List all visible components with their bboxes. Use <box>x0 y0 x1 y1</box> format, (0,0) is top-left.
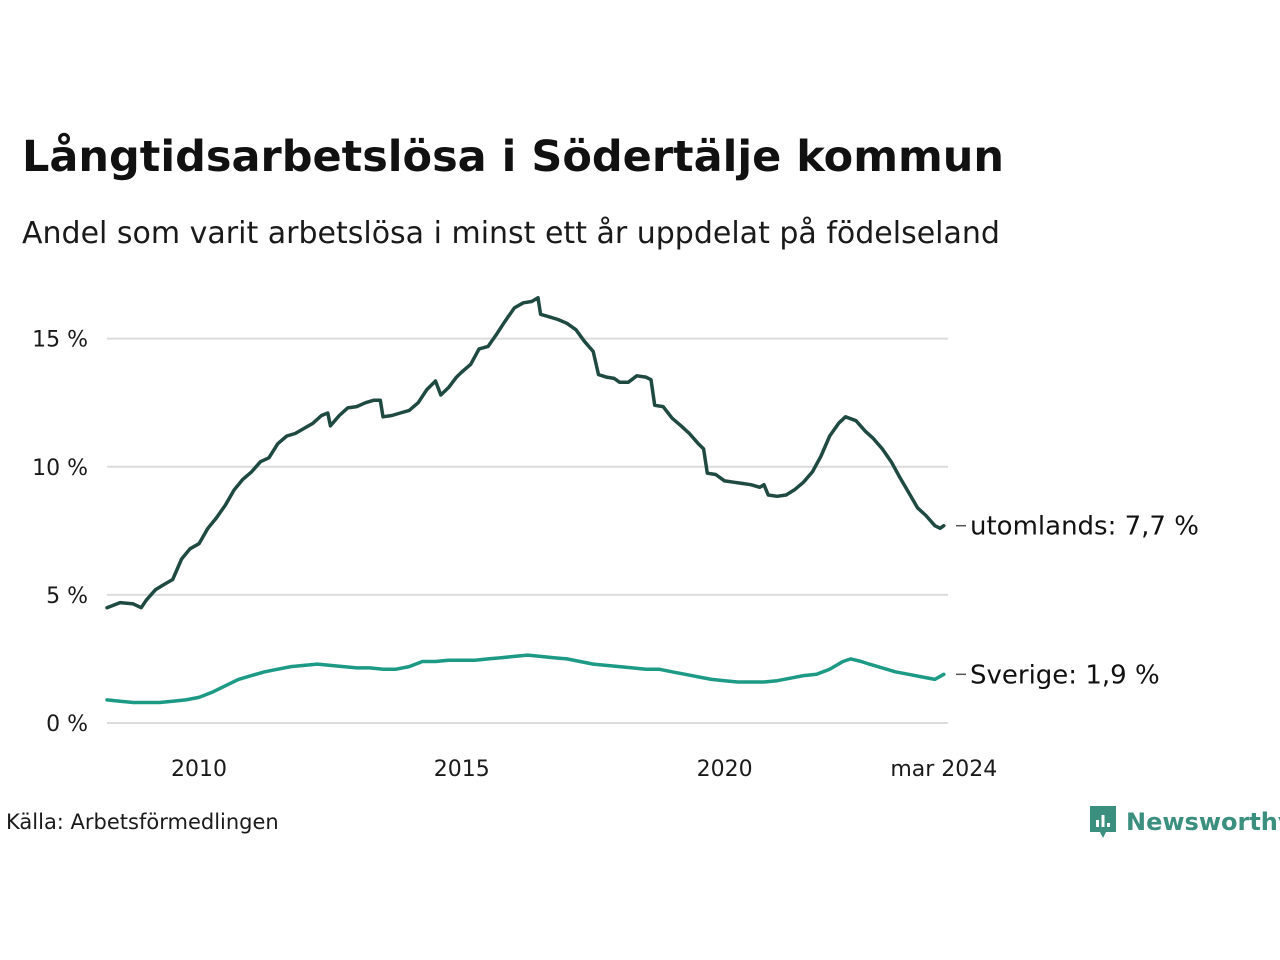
series-line-utomlands <box>105 295 946 610</box>
x-axis: 2010 2015 2020 mar 2024 <box>171 757 997 782</box>
series-end-label: Sverige: 1,9 % <box>970 660 1160 690</box>
newsworthy-logo-icon <box>1090 806 1116 838</box>
x-tick-label: mar 2024 <box>890 757 997 782</box>
y-tick-label: 10 % <box>32 456 88 481</box>
chart-subtitle: Andel som varit arbetslösa i minst ett å… <box>22 216 1000 251</box>
brand: Newsworthy <box>1088 804 1280 840</box>
y-tick-label: 0 % <box>46 712 88 737</box>
x-tick-label: 2015 <box>434 757 490 782</box>
chart-title: Långtidsarbetslösa i Södertälje kommun <box>22 132 1005 182</box>
x-tick-label: 2010 <box>171 757 227 782</box>
y-axis: 0 % 5 % 10 % 15 % <box>32 328 88 737</box>
x-tick-label: 2020 <box>697 757 753 782</box>
y-tick-label: 15 % <box>32 328 88 353</box>
series-end-label: utomlands: 7,7 % <box>970 512 1199 542</box>
series-lines <box>105 295 946 705</box>
y-tick-label: 5 % <box>46 584 88 609</box>
source-note: Källa: Arbetsförmedlingen <box>6 810 279 834</box>
brand-name: Newsworthy <box>1126 808 1280 836</box>
gridlines <box>107 337 948 724</box>
series-line-sverige <box>105 653 946 705</box>
series-end-labels: utomlands: 7,7 % Sverige: 1,9 % <box>956 512 1199 690</box>
